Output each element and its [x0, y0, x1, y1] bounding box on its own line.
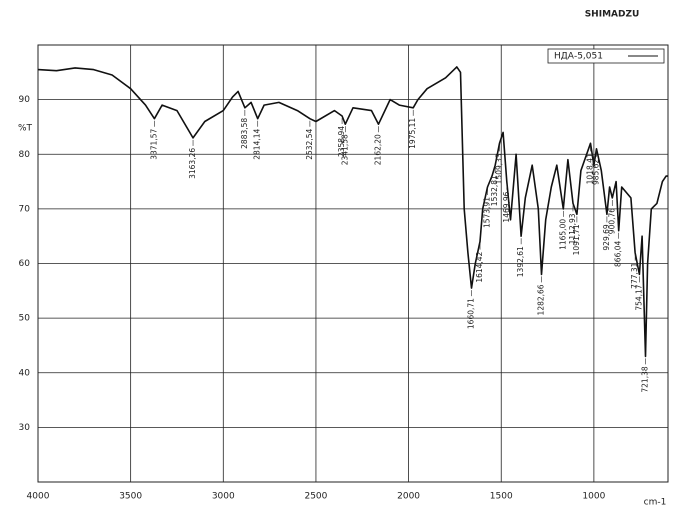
peak-label: 1573,91 — [483, 197, 492, 228]
peak-label: 985,62 — [592, 159, 601, 185]
peak-label: 2341,58 — [340, 134, 349, 165]
peak-label: 866,04 — [614, 241, 623, 267]
peak-label: 900,76 — [607, 208, 616, 234]
y-tick-label: 70 — [19, 204, 31, 214]
peak-label: 3163,26 — [188, 148, 197, 179]
peak-label: 2162,20 — [374, 134, 383, 165]
y-tick-label: 90 — [19, 95, 31, 105]
x-tick-label: 2000 — [397, 492, 420, 502]
peak-label: 1509,33 — [495, 153, 504, 184]
peak-label: 1091,71 — [572, 224, 581, 255]
x-tick-label: 4000 — [27, 492, 50, 502]
peak-label: 1165,00 — [558, 219, 567, 250]
peak-label: 777,31 — [630, 262, 639, 288]
peak-label: 1112,93 — [568, 213, 577, 244]
y-tick-label: 80 — [19, 150, 31, 160]
x-tick-label: 2500 — [304, 492, 327, 502]
peak-label: 1392,61 — [516, 246, 525, 277]
spectrum-line — [37, 66, 668, 358]
legend-label: НДА-5,051 — [554, 52, 603, 62]
logo: SHIMADZU — [585, 10, 640, 20]
y-axis-label: %T — [18, 124, 33, 134]
legend-box — [547, 48, 665, 64]
peak-label: 754,17 — [634, 284, 643, 310]
peak-label: 1614,42 — [475, 251, 484, 282]
peak-label: 1975,11 — [408, 118, 417, 149]
peak-label: 2358,94 — [337, 126, 346, 157]
y-tick-label: 50 — [19, 314, 31, 324]
peak-label: 1282,66 — [537, 284, 546, 315]
y-tick-label: 60 — [19, 259, 31, 269]
peak-label: 721,38 — [641, 366, 650, 392]
x-tick-label: 3500 — [119, 492, 142, 502]
peak-label: 1469,96 — [502, 191, 511, 222]
x-tick-label: 3000 — [212, 492, 235, 502]
peak-label: 1018,41 — [585, 153, 594, 184]
peak-label: 929,69 — [602, 224, 611, 250]
peak-label: 1532,81 — [490, 175, 499, 206]
x-tick-label: 1000 — [582, 492, 605, 502]
peak-label: 2883,58 — [240, 118, 249, 149]
peak-label: 3371,57 — [149, 129, 158, 160]
x-tick-label: 1500 — [490, 492, 513, 502]
y-tick-label: 40 — [19, 368, 31, 378]
peak-label: 1660,71 — [466, 298, 475, 329]
peak-label: 2814,14 — [253, 129, 262, 160]
y-tick-label: 30 — [19, 423, 31, 433]
peak-label: 2532,54 — [305, 129, 314, 160]
x-axis-label: cm-1 — [644, 498, 667, 508]
